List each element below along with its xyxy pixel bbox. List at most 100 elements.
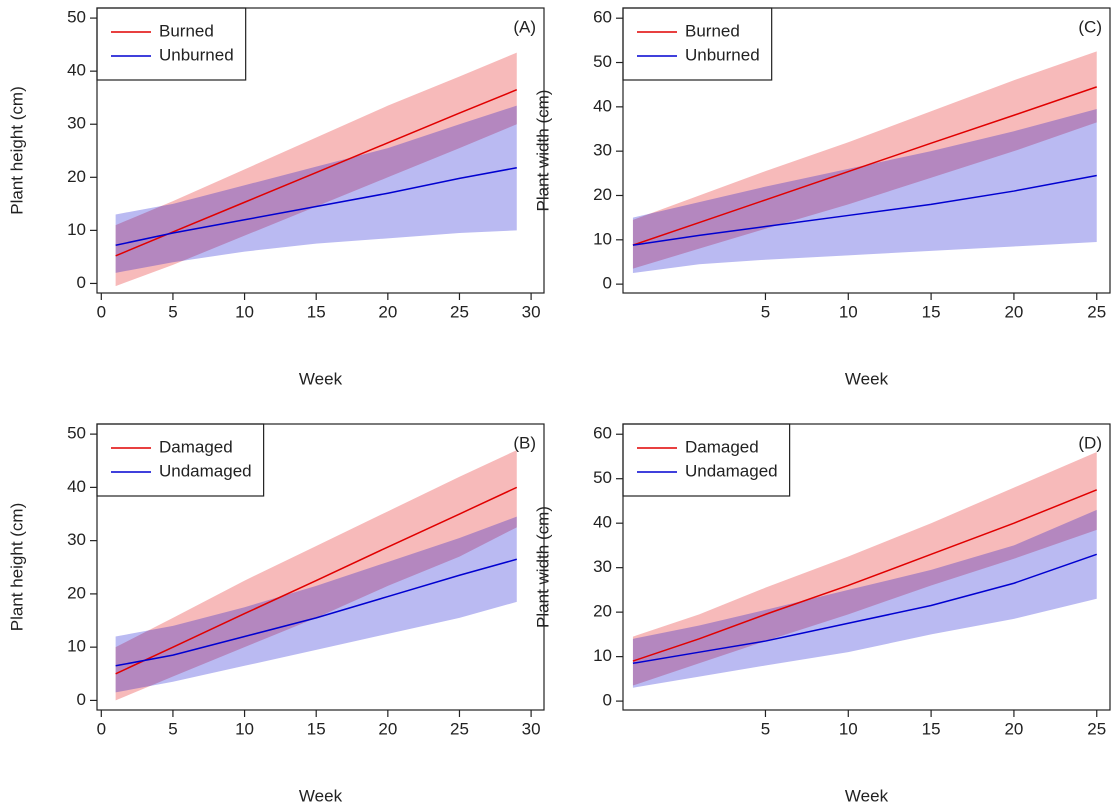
x-tick-label: 5 [168,719,177,738]
x-tick-label: 20 [378,302,397,321]
x-tick-label: 10 [235,719,254,738]
legend: Burned Unburned [622,7,773,81]
series-line [632,489,1098,662]
panel: 0 5 10 15 20 25 30 0 10 20 30 40 50 Week Plant height … [7,423,545,805]
y-axis-label: Plant width (cm) [533,506,552,628]
y-tick-label: 60 [593,424,612,443]
x-tick-label: 5 [761,719,770,738]
y-tick-label: 0 [77,690,86,709]
x-tick-label: 5 [168,302,177,321]
x-tick-label: 25 [450,719,469,738]
y-axis-label: Plant width (cm) [533,90,552,212]
series-line [115,167,517,246]
confidence-band [115,52,517,287]
y-tick-label: 60 [593,8,612,27]
confidence-band [632,51,1097,269]
legend-frame [622,7,773,81]
x-tick-label: 25 [1087,719,1106,738]
legend-label: Burned [159,21,214,40]
y-tick-label: 20 [593,185,612,204]
plot-frame [96,423,545,711]
x-tick-label: 10 [839,719,858,738]
y-tick-label: 30 [67,114,86,133]
confidence-band [115,105,517,273]
legend-frame [96,423,265,497]
x-tick-label: 20 [1004,719,1023,738]
confidence-band [632,452,1097,686]
legend-frame [622,423,791,497]
x-tick-label: 20 [378,719,397,738]
series-line [632,553,1097,665]
y-axis-label: Plant height (cm) [7,503,26,632]
y-tick-label: 0 [77,273,86,292]
legend: Damaged Undamaged [622,423,791,497]
x-tick-label: 30 [522,719,541,738]
y-tick-label: 10 [67,637,86,656]
x-tick-label: 0 [97,302,106,321]
x-axis-label: Week [845,369,889,388]
legend-frame [96,7,247,81]
panel-label: (C) [1078,17,1102,36]
y-tick-label: 30 [67,530,86,549]
panel-label: (D) [1078,433,1102,452]
confidence-band [115,450,517,701]
y-tick-label: 50 [593,468,612,487]
y-tick-label: 0 [603,274,612,293]
legend-label: Undamaged [159,461,252,480]
x-axis-label: Week [845,786,889,805]
y-tick-label: 50 [67,8,86,27]
y-tick-label: 20 [67,583,86,602]
series-line [115,89,518,257]
x-tick-label: 10 [839,302,858,321]
legend-label: Undamaged [685,461,778,480]
y-tick-label: 30 [593,141,612,160]
x-tick-label: 25 [1087,302,1106,321]
x-axis-label: Week [299,369,343,388]
legend-label: Unburned [159,45,234,64]
x-tick-label: 15 [307,302,326,321]
y-tick-label: 40 [67,477,86,496]
y-tick-label: 10 [593,229,612,248]
y-tick-label: 30 [593,557,612,576]
panel-label: (A) [513,17,536,36]
legend: Damaged Undamaged [96,423,265,497]
x-tick-label: 15 [922,302,941,321]
confidence-band [115,516,517,693]
x-tick-label: 30 [522,302,541,321]
legend-label: Burned [685,21,740,40]
legend-label: Unburned [685,45,760,64]
y-tick-label: 20 [67,167,86,186]
x-tick-label: 10 [235,302,254,321]
series-line [115,486,518,675]
plot-frame [622,423,1111,711]
x-axis-label: Week [299,786,343,805]
plot-frame [96,7,545,294]
confidence-band [632,109,1097,274]
x-tick-label: 20 [1004,302,1023,321]
y-tick-label: 10 [67,220,86,239]
y-tick-label: 50 [67,424,86,443]
y-tick-label: 40 [593,513,612,532]
legend: Burned Unburned [96,7,247,81]
series-line [115,558,517,667]
x-tick-label: 5 [761,302,770,321]
x-tick-label: 15 [922,719,941,738]
x-tick-label: 0 [97,719,106,738]
y-tick-label: 20 [593,602,612,621]
y-tick-label: 40 [67,61,86,80]
panel-label: (B) [513,433,536,452]
legend-label: Damaged [159,437,233,456]
panel: 0 5 10 15 20 25 30 0 10 20 30 40 50 Week Plant height … [7,7,545,388]
x-tick-label: 25 [450,302,469,321]
y-tick-label: 0 [603,691,612,710]
x-tick-label: 15 [307,719,326,738]
y-tick-label: 50 [593,52,612,71]
panel: 5 10 15 20 25 0 10 20 30 40 50 60 Week Plant width (c… [533,7,1111,388]
series-line [632,174,1097,246]
y-tick-label: 40 [593,96,612,115]
legend-label: Damaged [685,437,759,456]
series-line [632,86,1097,246]
panel: 5 10 15 20 25 0 10 20 30 40 50 60 Week Plant width (c… [533,423,1111,805]
y-tick-label: 10 [593,646,612,665]
